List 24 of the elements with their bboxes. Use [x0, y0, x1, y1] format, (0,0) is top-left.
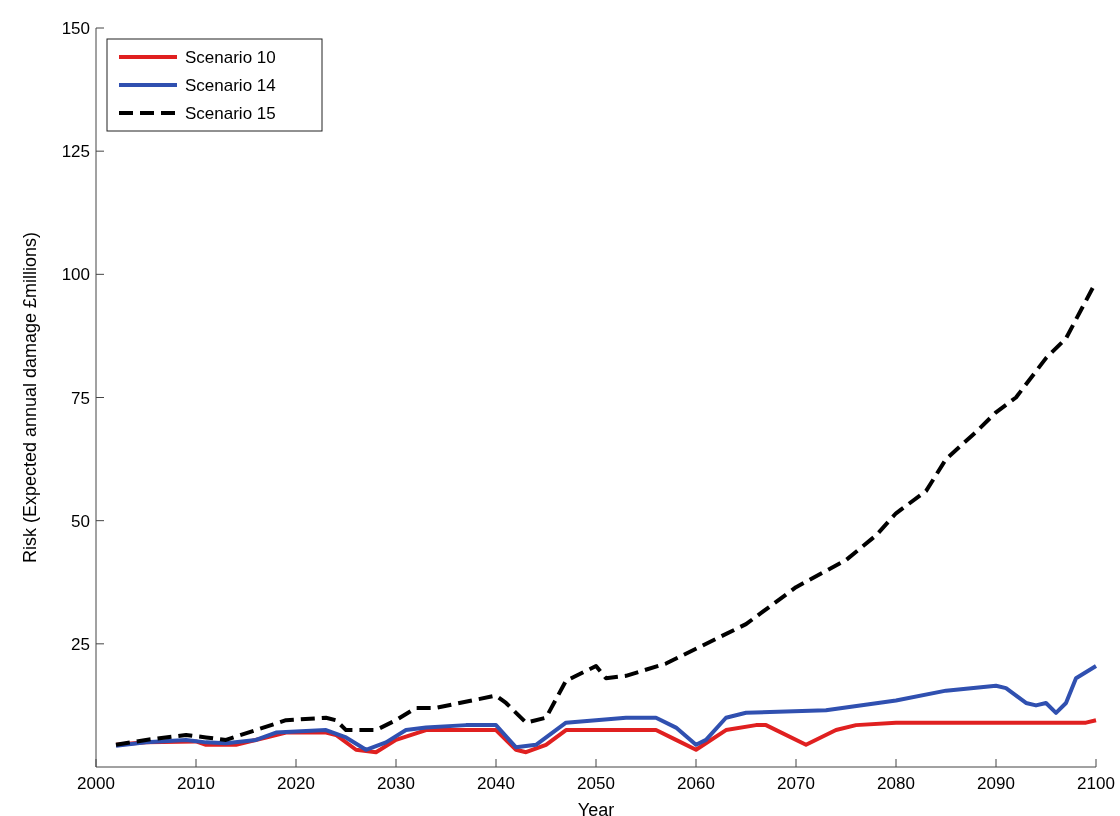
- y-tick-label: 25: [71, 634, 90, 654]
- legend-label: Scenario 14: [185, 76, 276, 95]
- line-series: [114, 279, 1098, 747]
- y-tick-label: 150: [61, 19, 90, 38]
- x-tick-label: 2020: [277, 774, 315, 793]
- x-tick-label: 2090: [977, 774, 1015, 793]
- y-tick-label: 75: [71, 388, 90, 408]
- x-tick-label: 2010: [177, 774, 215, 793]
- y-axis-title: Risk (Expected annual damage £millions): [20, 231, 40, 564]
- x-tick-label: 2060: [677, 774, 715, 793]
- x-axis-title: Year: [577, 800, 615, 816]
- y-tick-label: 100: [61, 265, 90, 285]
- x-tick-label: 2040: [477, 774, 515, 793]
- x-tick-label: 2070: [777, 774, 815, 793]
- line-series: [114, 664, 1098, 752]
- legend-label: Scenario 10: [185, 48, 276, 67]
- x-tick-label: 2100: [1077, 774, 1115, 793]
- x-tick-label: 2030: [377, 774, 415, 793]
- x-tick-label: 2000: [77, 774, 115, 793]
- y-tick-label: 125: [61, 142, 90, 162]
- x-tick-label: 2050: [577, 774, 615, 793]
- x-tick-label: 2080: [877, 774, 915, 793]
- legend-label: Scenario 15: [185, 104, 276, 123]
- y-tick-label: 50: [71, 511, 90, 531]
